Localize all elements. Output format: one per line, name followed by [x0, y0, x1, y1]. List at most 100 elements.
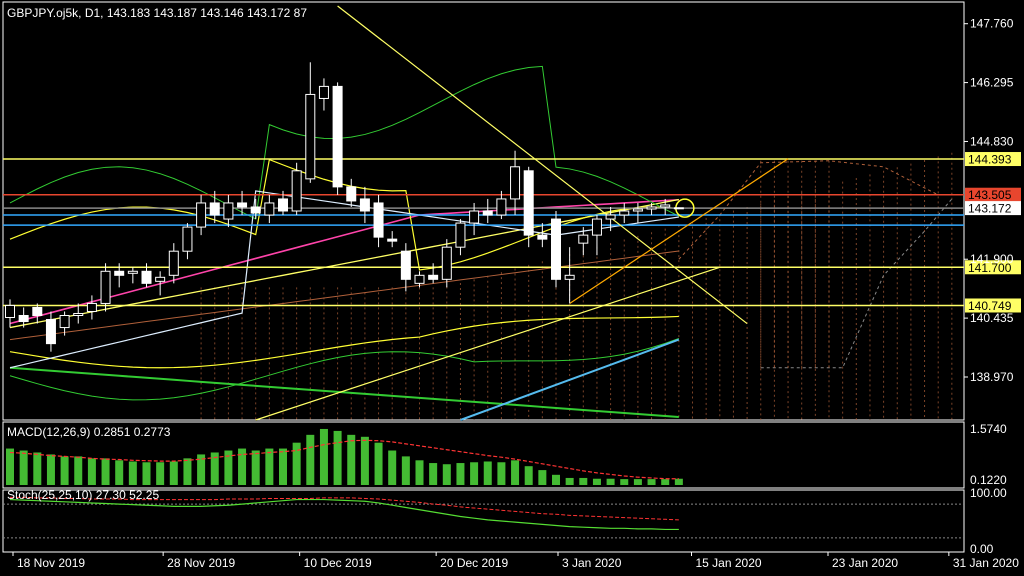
candle-down	[332, 85, 343, 188]
price-tag-box	[965, 187, 1021, 202]
macd-y-label: 0.1220	[970, 473, 1007, 487]
candle-down	[250, 206, 261, 214]
candle-up	[414, 274, 425, 284]
candle-up	[660, 204, 671, 208]
stoch-group: 100.00 0.00	[3, 486, 1007, 556]
macd-bar	[374, 442, 383, 485]
candle-down	[523, 170, 534, 236]
macd-group: 1.5740 0.1220	[6, 422, 1007, 487]
macd-bar	[306, 434, 315, 485]
band-lower-line	[9, 315, 679, 369]
ma-brown-line	[9, 250, 679, 341]
senkou-span-a	[678, 160, 939, 260]
macd-bar	[6, 448, 14, 485]
macd-bar	[128, 461, 137, 485]
main-panel-frame	[2, 1, 965, 421]
candle-up	[196, 202, 207, 228]
stoch-main-line	[9, 498, 679, 531]
candle-up	[605, 214, 616, 220]
candle-up	[5, 304, 15, 319]
stoch-signal-line	[10, 496, 679, 521]
macd-bar	[142, 462, 151, 485]
macd-bar	[442, 464, 451, 485]
price-tag-label: 140.749	[968, 299, 1012, 313]
price-tag-label: 144.393	[968, 153, 1012, 167]
candle-down	[141, 270, 152, 284]
candle-down	[482, 210, 493, 216]
candle-up	[469, 210, 480, 224]
candle-up	[455, 222, 466, 248]
candle-up	[59, 315, 70, 329]
macd-bar	[319, 428, 328, 485]
macd-bar	[33, 452, 42, 485]
macd-bar	[238, 448, 247, 485]
macd-bar	[197, 454, 206, 485]
band-outer-upper-line	[9, 65, 680, 220]
candle-up	[510, 166, 521, 200]
macd-bar	[115, 460, 124, 485]
macd-bar	[456, 463, 465, 485]
ma-pink-line	[9, 198, 679, 325]
y-tick-label: 141.900	[970, 252, 1014, 266]
macd-bar	[661, 479, 670, 485]
candle-down	[551, 218, 561, 280]
macd-bar	[292, 442, 301, 485]
macd-bar	[74, 456, 83, 485]
candle-down	[373, 202, 384, 238]
candle-up	[632, 208, 643, 212]
ma-yellow-line	[9, 198, 679, 329]
macd-bar	[470, 462, 479, 485]
trend-lines	[255, 5, 789, 421]
x-tick-label: 3 Jan 2020	[562, 556, 622, 570]
stoch-y-label: 0.00	[970, 542, 994, 556]
macd-bar	[674, 478, 683, 485]
trendline-down	[337, 5, 748, 325]
macd-bar	[265, 448, 274, 485]
candle-up	[155, 276, 166, 282]
price-tag-box	[965, 201, 1021, 216]
price-tag-label: 141.700	[968, 261, 1012, 275]
x-tick-label: 20 Dec 2019	[440, 556, 508, 570]
macd-bar	[156, 462, 165, 485]
candle-down	[278, 198, 288, 212]
horizontal-levels	[3, 158, 964, 307]
price-tag-box	[965, 298, 1021, 313]
macd-signal-line	[9, 439, 679, 480]
candle-up	[264, 202, 275, 216]
macd-bar	[60, 456, 69, 485]
candle-down	[428, 274, 439, 280]
macd-bar	[647, 479, 656, 485]
candle-down	[209, 202, 220, 216]
macd-bar	[279, 448, 287, 485]
candle-up	[318, 85, 329, 99]
trendline-up	[255, 266, 720, 421]
macd-bar	[552, 474, 560, 485]
candle-up	[73, 312, 84, 317]
candle-up	[578, 234, 589, 244]
y-tick-label: 138.970	[970, 370, 1014, 384]
candle-down	[45, 319, 56, 345]
candle-up	[291, 170, 302, 212]
candle-down	[537, 234, 548, 240]
x-tick-label: 18 Nov 2019	[17, 556, 85, 570]
candle-down	[32, 306, 43, 317]
macd-bar	[333, 430, 342, 485]
candle-up	[646, 206, 657, 210]
macd-bar	[511, 460, 520, 485]
candle-up	[223, 202, 234, 220]
ma-green-long-line	[9, 366, 679, 418]
candle-down	[114, 270, 125, 276]
macd-panel-frame	[2, 421, 965, 489]
stoch-y-label: 100.00	[970, 486, 1007, 500]
price-tag-label: 143.505	[968, 188, 1012, 202]
chart-header: GBPJPY.oj5k, D1, 143.183 143.187 143.146…	[7, 6, 307, 20]
candle-down	[346, 186, 357, 202]
x-tick-label: 23 Jan 2020	[832, 556, 898, 570]
macd-bar	[224, 450, 233, 485]
macd-bar	[415, 460, 424, 485]
candle-down	[18, 315, 29, 323]
trendline-blue	[460, 338, 680, 421]
candle-down	[673, 207, 684, 210]
macd-bar	[497, 462, 506, 485]
